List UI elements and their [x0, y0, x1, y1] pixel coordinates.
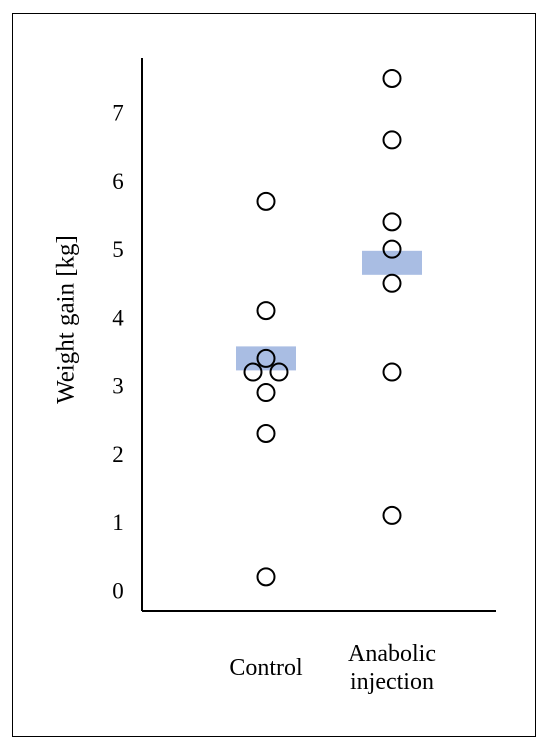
data-point: [256, 567, 276, 587]
y-tick-label: 5: [112, 237, 124, 262]
data-point: [382, 68, 402, 88]
y-tick-label: 6: [112, 169, 124, 194]
data-point: [382, 273, 402, 293]
data-point: [256, 423, 276, 443]
data-point: [269, 362, 289, 382]
mean-bars: [236, 250, 422, 371]
data-point: [382, 505, 402, 525]
data-point: [243, 362, 263, 382]
category-label: Control: [229, 655, 303, 681]
category-label: injection: [350, 669, 434, 695]
y-tick-label: 1: [112, 510, 124, 535]
chart-frame: [12, 13, 536, 737]
data-point: [382, 130, 402, 150]
data-point: [256, 301, 276, 321]
category-label: Anabolic: [348, 641, 436, 667]
y-tick-labels: 0 1 2 3 4 5 6 7: [112, 101, 124, 604]
y-tick-label: 2: [112, 442, 124, 467]
y-tick-label: 3: [112, 374, 124, 399]
y-tick-label: 0: [112, 579, 124, 604]
y-axis-title: Weight gain [kg]: [53, 235, 80, 404]
y-tick-label: 7: [112, 101, 124, 126]
data-point: [256, 348, 276, 368]
y-tick-label: 4: [112, 305, 124, 330]
axes: [141, 58, 496, 612]
data-point: [382, 239, 402, 259]
mean-bar: [362, 250, 422, 275]
data-points: [243, 68, 402, 587]
data-point: [382, 362, 402, 382]
data-point: [256, 191, 276, 211]
data-point: [256, 383, 276, 403]
data-point: [382, 212, 402, 232]
